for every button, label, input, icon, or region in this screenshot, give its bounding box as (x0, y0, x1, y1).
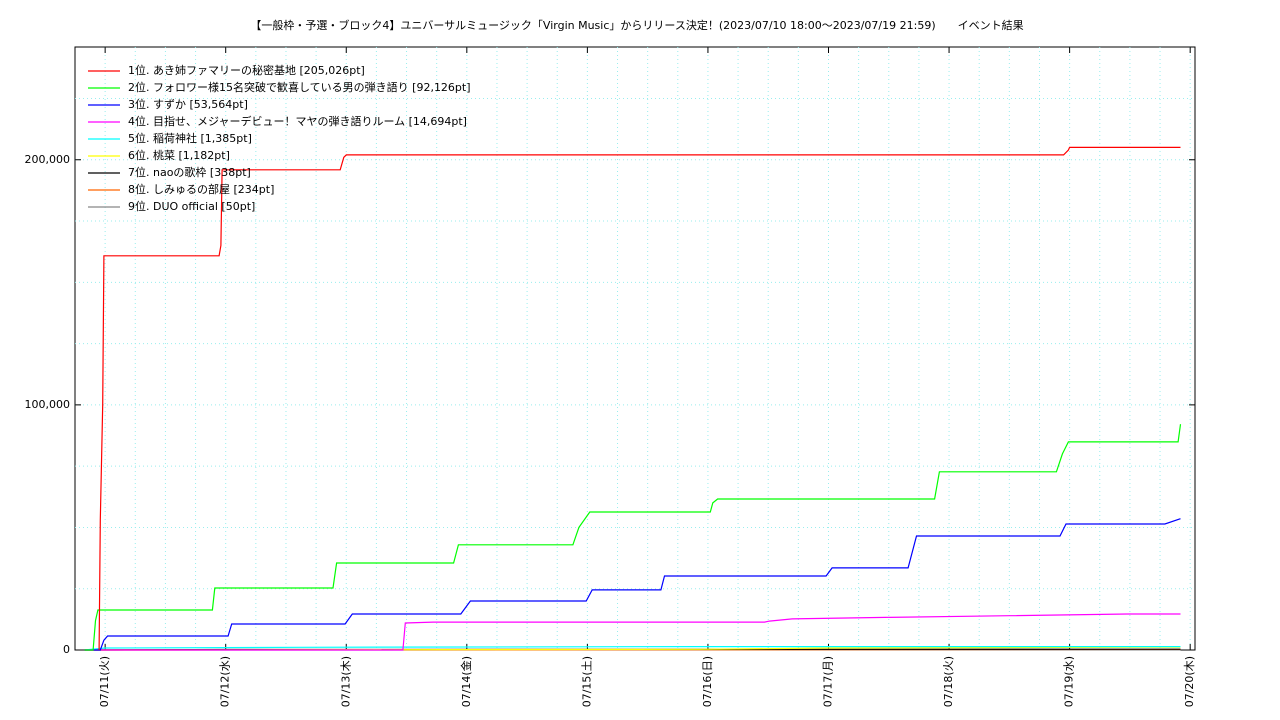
y-tick-label: 0 (63, 643, 70, 656)
legend-label: 8位. しみゅるの部屋 [234pt] (128, 182, 274, 196)
series-line (84, 518, 1181, 651)
series-line (84, 613, 1181, 651)
legend-label: 4位. 目指せ、メジャーデビュー！マヤの弾き語りルーム [14,694pt] (128, 114, 467, 128)
x-tick-label: 07/19(水) (1063, 656, 1076, 707)
series-line (84, 424, 1182, 651)
legend-label: 7位. naoの歌枠 [338pt] (128, 165, 251, 179)
x-tick-label: 07/18(火) (942, 656, 955, 707)
legend-label: 3位. すずか [53,564pt] (128, 97, 248, 111)
legend-label: 9位. DUO official [50pt] (128, 199, 255, 213)
x-tick-label: 07/17(月) (821, 656, 834, 707)
x-tick-label: 07/12(水) (219, 656, 232, 707)
legend-label: 5位. 稲荷神社 [1,385pt] (128, 131, 252, 145)
x-tick-label: 07/16(日) (701, 656, 714, 707)
x-tick-label: 07/14(金) (459, 656, 473, 707)
series-line (98, 146, 1181, 651)
x-tick-label: 07/11(火) (98, 656, 111, 707)
y-tick-label: 200,000 (25, 153, 71, 166)
chart-title: 【一般枠・予選・ブロック4】ユニバーサルミュージック「Virgin Music」… (250, 18, 1023, 32)
legend-label: 6位. 桃菜 [1,182pt] (128, 148, 230, 162)
y-tick-label: 100,000 (25, 398, 71, 411)
series-line (84, 646, 1181, 651)
legend-label: 1位. あき姉ファマリーの秘密基地 [205,026pt] (128, 63, 365, 77)
x-tick-label: 07/15(土) (580, 656, 593, 707)
legend-label: 2位. フォロワー様15名突破で歓喜している男の弾き語り [92,126pt] (128, 80, 471, 94)
x-tick-label: 07/13(木) (339, 656, 352, 707)
x-tick-label: 07/20(木) (1183, 656, 1196, 707)
